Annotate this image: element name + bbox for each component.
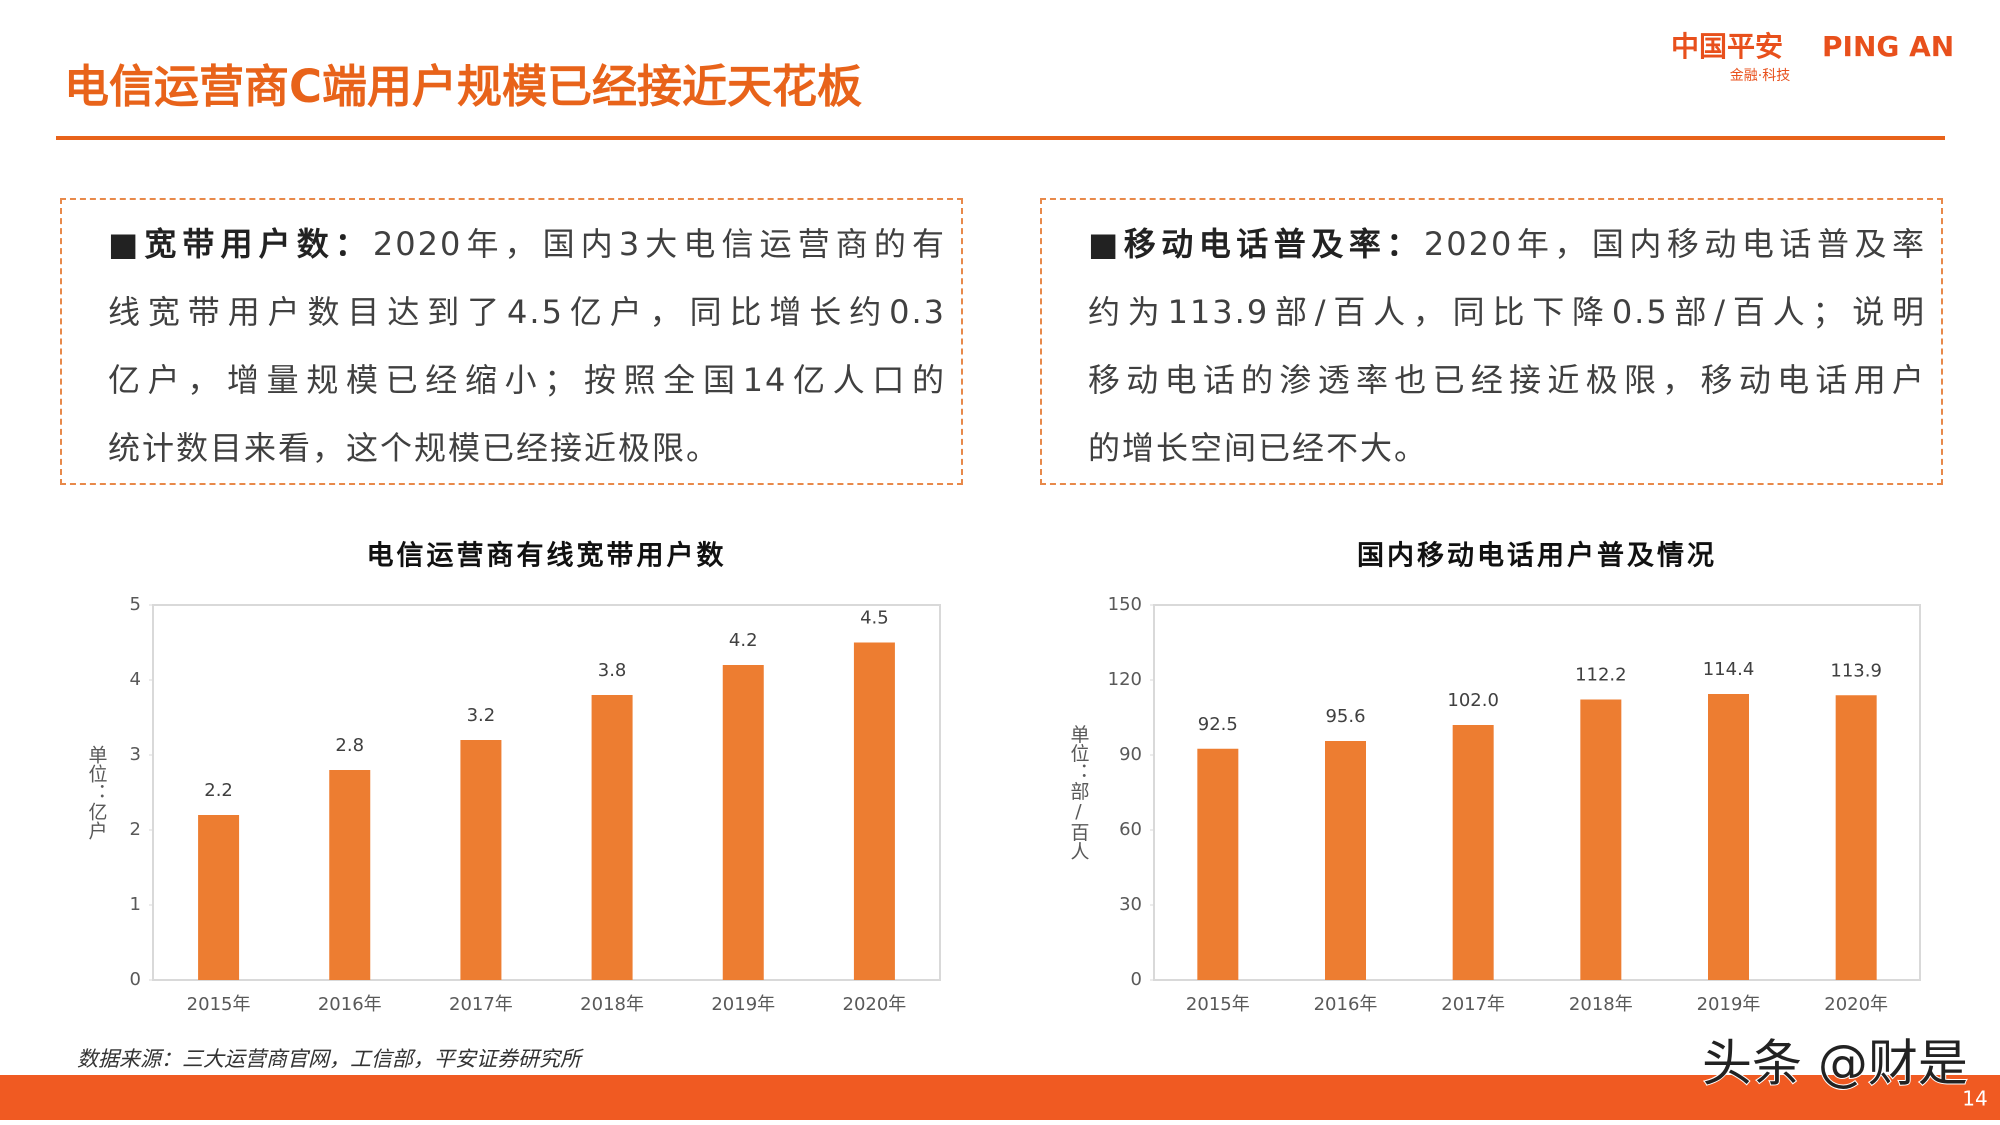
x-tick-label: 2018年 [580, 994, 644, 1015]
text-line: ■移动电话普及率：2020年，国内移动电话普及率 [1088, 222, 1926, 290]
text-line: 约为113.9部/百人，同比下降0.5部/百人；说明 [1088, 293, 1926, 331]
value-label: 3.8 [598, 660, 627, 681]
text-line: 线宽带用户数目达到了4.5亿户，同比增长约0.3 [108, 293, 946, 331]
y-tick-label: 0 [130, 969, 141, 990]
value-label: 95.6 [1325, 706, 1365, 727]
text-box: ■宽带用户数：2020年，国内3大电信运营商的有 线宽带用户数目达到了4.5亿户… [60, 198, 963, 485]
x-tick-label: 2015年 [1186, 994, 1250, 1015]
y-tick-label: 60 [1119, 819, 1142, 840]
bar [853, 642, 895, 980]
source-note: 数据来源：三大运营商官网，工信部，平安证券研究所 [77, 1047, 584, 1071]
bar [460, 740, 502, 980]
value-label: 2.8 [335, 735, 364, 756]
text-line: 统计数目来看，这个规模已经接近极限。 [108, 429, 721, 467]
value-label: 4.2 [729, 630, 758, 651]
x-tick-label: 2019年 [711, 994, 775, 1015]
value-label: 112.2 [1575, 665, 1627, 686]
chart-title: 电信运营商有线宽带用户数 [367, 540, 727, 572]
y-tick-label: 2 [130, 819, 141, 840]
y-tick-label: 0 [1131, 969, 1142, 990]
y-tick-label: 120 [1108, 669, 1142, 690]
chart-title: 国内移动电话用户普及情况 [1357, 540, 1717, 572]
y-axis-label: 单位：亿户 [86, 745, 108, 840]
x-tick-label: 2016年 [1314, 994, 1378, 1015]
y-tick-label: 5 [130, 594, 141, 615]
y-tick-label: 90 [1119, 744, 1142, 765]
page-number: 14 [1962, 1087, 1987, 1111]
slide-title: 电信运营商C端用户规模已经接近天花板 [64, 60, 862, 113]
y-tick-label: 150 [1108, 594, 1142, 615]
value-label: 102.0 [1447, 690, 1499, 711]
x-tick-label: 2018年 [1569, 994, 1633, 1015]
bar [198, 815, 240, 980]
x-tick-label: 2017年 [449, 994, 513, 1015]
bar [1452, 725, 1494, 980]
box-heading: ■宽带用户数： [108, 225, 373, 263]
value-label: 92.5 [1198, 714, 1238, 735]
plot-frame [1153, 604, 1921, 981]
value-label: 113.9 [1830, 660, 1882, 681]
y-tick-label: 30 [1119, 894, 1142, 915]
y-tick-label: 3 [130, 744, 141, 765]
value-label: 3.2 [467, 705, 496, 726]
bar [1708, 694, 1749, 980]
x-tick-label: 2019年 [1697, 994, 1761, 1015]
y-axis-label: 单位：部/百人 [1068, 724, 1090, 860]
bar [591, 695, 633, 980]
text-line: 的增长空间已经不大。 [1088, 429, 1429, 467]
bar [1835, 695, 1877, 980]
bar [1325, 741, 1366, 980]
title-rule [56, 136, 1945, 140]
text-line: 移动电话的渗透率也已经接近极限，移动电话用户 [1088, 361, 1926, 399]
bar [329, 770, 371, 980]
text-line: 亿户，增量规模已经缩小；按照全国14亿人口的 [108, 361, 946, 399]
footer-bar [0, 1075, 2000, 1120]
logo-cn: 中国平安 [1671, 30, 1783, 63]
logo-en: PING AN [1822, 30, 1954, 63]
x-tick-label: 2016年 [318, 994, 382, 1015]
bar [722, 665, 764, 980]
text-line: ■宽带用户数：2020年，国内3大电信运营商的有 [108, 222, 946, 290]
watermark: 头条 @财是 [1702, 1035, 1968, 1093]
plot-frame [152, 604, 941, 981]
value-label: 2.2 [204, 780, 233, 801]
y-tick-label: 1 [130, 894, 141, 915]
x-tick-label: 2020年 [843, 994, 907, 1015]
text-span: 2020年，国内3大电信运营商的有 [372, 225, 946, 263]
bar [1197, 748, 1239, 980]
value-label: 4.5 [860, 608, 889, 629]
logo-tagline: 金融·科技 [1730, 68, 1790, 84]
value-label: 114.4 [1703, 659, 1755, 680]
x-tick-label: 2017年 [1441, 994, 1505, 1015]
y-tick-label: 4 [130, 669, 141, 690]
box-heading: ■移动电话普及率： [1088, 225, 1424, 263]
x-tick-label: 2020年 [1824, 994, 1888, 1015]
text-span: 2020年，国内移动电话普及率 [1423, 225, 1926, 263]
bar [1580, 699, 1622, 980]
x-tick-label: 2015年 [187, 994, 251, 1015]
text-box: ■移动电话普及率：2020年，国内移动电话普及率 约为113.9部/百人，同比下… [1040, 198, 1943, 485]
